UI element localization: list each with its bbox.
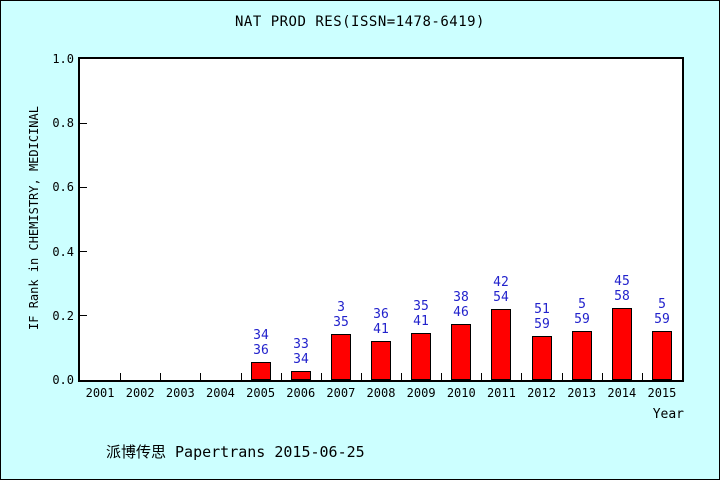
bar xyxy=(532,336,552,380)
x-axis-tick xyxy=(281,373,282,380)
x-axis-tick xyxy=(481,373,482,380)
bar-label: 5 59 xyxy=(554,297,610,327)
x-axis-tick xyxy=(642,373,643,380)
y-axis-title: IF Rank in CHEMISTRY, MEDICINAL xyxy=(27,106,41,330)
bar-label: 42 54 xyxy=(473,275,529,305)
bar-label-numerator: 36 xyxy=(373,307,389,322)
x-axis-year-label: 2011 xyxy=(486,386,516,400)
x-axis-title: Year xyxy=(652,407,684,422)
bar xyxy=(652,331,672,380)
y-axis-tick xyxy=(80,122,87,124)
bar-label-denominator: 36 xyxy=(253,343,269,358)
x-axis-tick xyxy=(562,373,563,380)
x-axis-year-label: 2003 xyxy=(165,386,195,400)
x-axis-tick xyxy=(160,373,161,380)
x-axis-tick xyxy=(241,373,242,380)
bar-label: 51 59 xyxy=(514,302,570,332)
x-axis-year-label: 2004 xyxy=(206,386,235,400)
bar xyxy=(451,324,471,380)
x-axis-year-label: 2002 xyxy=(125,386,155,400)
bar-label-denominator: 34 xyxy=(293,352,309,367)
bar-label-numerator: 34 xyxy=(253,328,269,343)
x-axis-tick xyxy=(361,373,362,380)
bar-label-denominator: 59 xyxy=(534,317,550,332)
x-axis-year-label: 2009 xyxy=(406,386,436,400)
y-axis-tick xyxy=(80,315,87,317)
bar xyxy=(331,334,351,380)
y-axis-tick-label: 1.0 xyxy=(52,52,74,66)
chart-title: NAT PROD RES(ISSN=1478-6419) xyxy=(234,14,485,30)
bar-label-numerator: 5 xyxy=(578,297,586,312)
bar-label: 36 41 xyxy=(353,307,409,337)
bar-label-denominator: 41 xyxy=(373,322,389,337)
watermark: 派博传思 Papertrans 2015-06-25 xyxy=(106,443,365,461)
bar-label-denominator: 35 xyxy=(333,315,349,330)
y-axis-tick xyxy=(80,186,87,188)
bar-label-denominator: 59 xyxy=(654,312,670,327)
x-axis-year-label: 2013 xyxy=(567,386,597,400)
x-axis-year-label: 2001 xyxy=(85,386,115,400)
x-axis-year-label: 2005 xyxy=(246,386,276,400)
bar-label-denominator: 58 xyxy=(614,289,630,304)
bar xyxy=(572,331,592,380)
y-axis-tick-label: 0.6 xyxy=(52,180,74,195)
bar-label-denominator: 46 xyxy=(453,305,469,320)
bar-label-numerator: 35 xyxy=(413,299,429,314)
bar-label-numerator: 38 xyxy=(453,290,469,305)
x-axis-tick xyxy=(521,373,522,380)
bar-label-denominator: 41 xyxy=(413,314,429,329)
bar xyxy=(411,333,431,380)
x-axis-tick xyxy=(602,373,603,380)
bar xyxy=(291,371,311,380)
x-axis-year-label: 2015 xyxy=(647,386,677,400)
bar-label-denominator: 54 xyxy=(493,290,509,305)
bar-label-numerator: 33 xyxy=(293,337,309,352)
y-axis-tick-label: 0.0 xyxy=(52,373,74,387)
x-axis-year-label: 2007 xyxy=(326,386,356,400)
x-axis-tick xyxy=(200,373,201,380)
bar-label-numerator: 5 xyxy=(658,297,666,312)
x-axis-year-label: 2010 xyxy=(446,386,476,400)
x-axis-tick xyxy=(321,373,322,380)
bar-label: 5 59 xyxy=(634,297,690,327)
x-axis-year-label: 2006 xyxy=(286,386,316,400)
x-axis-year-label: 2014 xyxy=(607,386,637,400)
x-axis-tick xyxy=(120,373,121,380)
bar-label: 38 46 xyxy=(433,290,489,320)
bar xyxy=(371,341,391,380)
bar-label: 33 34 xyxy=(273,337,329,367)
bar xyxy=(251,362,271,380)
x-axis-year-label: 2008 xyxy=(366,386,396,400)
x-axis-tick xyxy=(441,373,442,380)
bar-label: 35 41 xyxy=(393,299,449,329)
bar xyxy=(612,308,632,380)
y-axis-tick xyxy=(80,251,87,253)
bar-label: 3 35 xyxy=(313,300,369,330)
plot-area: 34 36 33 34 3 35 36 41 35 41 38 46 42 54 51 59 5 59 45 58 5 5… xyxy=(78,57,684,382)
bar-label-numerator: 42 xyxy=(493,275,509,290)
bar-label-denominator: 59 xyxy=(574,312,590,327)
bar-label-numerator: 45 xyxy=(614,274,630,289)
bar-label-numerator: 3 xyxy=(337,300,345,315)
bar xyxy=(491,309,511,380)
x-axis-tick xyxy=(401,373,402,380)
y-axis-tick-label: 0.4 xyxy=(52,244,74,259)
bar-label: 45 58 xyxy=(594,274,650,304)
y-axis-tick-label: 0.2 xyxy=(52,308,74,323)
x-axis-year-label: 2012 xyxy=(527,386,556,400)
bar-label: 34 36 xyxy=(233,328,289,358)
bar-label-numerator: 51 xyxy=(534,302,550,317)
y-axis-tick-label: 0.8 xyxy=(52,116,74,131)
